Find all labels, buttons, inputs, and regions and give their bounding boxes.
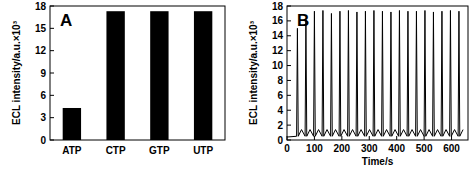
x-tick (451, 136, 452, 140)
y-tick-label: 6 (40, 90, 46, 101)
x-tick-label: 400 (388, 143, 405, 154)
y-tick (287, 50, 291, 51)
y-tick (287, 95, 291, 96)
x-tick-label: ATP (62, 145, 82, 156)
y-tick (287, 35, 291, 36)
y-tick-label: 15 (35, 23, 47, 34)
y-tick (50, 50, 54, 51)
x-tick-label: GTP (149, 145, 170, 156)
x-tick-label: 500 (416, 143, 433, 154)
x-tick (369, 136, 370, 140)
x-tick (424, 136, 425, 140)
plot-frame (287, 6, 468, 140)
bar (194, 11, 212, 140)
plot-frame (50, 6, 225, 140)
bar (63, 108, 81, 140)
y-tick (287, 65, 291, 66)
y-tick-label: 0 (40, 135, 46, 146)
y-tick-label: 14 (272, 30, 284, 41)
x-tick-label: 100 (306, 143, 323, 154)
y-tick (50, 95, 54, 96)
y-tick (50, 117, 54, 118)
panel-0: 0 3 6 9 12 15 18 ECL intensity/a.u.×10³ ATP CTP GT… (11, 1, 225, 157)
x-tick-label: UTP (193, 145, 213, 156)
panel-label: B (297, 11, 309, 30)
x-tick (314, 136, 315, 140)
y-tick-label: 16 (272, 15, 284, 26)
y-tick-label: 6 (277, 90, 283, 101)
y-tick-label: 8 (277, 75, 283, 86)
panel-1: 0 2 4 6 8 10 12 14 16 18 ECL intensity/a.u.×10³ 0 10… (248, 1, 468, 168)
y-tick (287, 80, 291, 81)
y-tick (287, 110, 291, 111)
bar (150, 11, 168, 140)
x-tick (341, 136, 342, 140)
bar (106, 11, 124, 140)
figure: 0 3 6 9 12 15 18 ECL intensity/a.u.×10³ ATP CTP GT… (0, 0, 472, 169)
x-tick-label: CTP (106, 145, 126, 156)
y-axis-label: ECL intensity/a.u.×10³ (248, 20, 259, 125)
y-tick-label: 9 (40, 68, 46, 79)
y-tick (50, 73, 54, 74)
x-axis-label: Time/s (362, 156, 394, 167)
y-tick (50, 28, 54, 29)
plot-area (63, 11, 213, 140)
y-tick-label: 12 (35, 45, 47, 56)
y-tick-label: 18 (35, 1, 47, 12)
y-tick (287, 20, 291, 21)
x-tick-label: 0 (284, 143, 290, 154)
y-tick (287, 125, 291, 126)
y-tick-label: 12 (272, 45, 284, 56)
y-tick-label: 3 (40, 112, 46, 123)
x-tick (396, 136, 397, 140)
panel-label: A (60, 11, 72, 30)
data-line (287, 10, 463, 137)
y-tick-label: 18 (272, 1, 284, 12)
y-axis-label: ECL intensity/a.u.×10³ (11, 20, 22, 125)
x-tick-label: 200 (334, 143, 351, 154)
x-tick-label: 300 (361, 143, 378, 154)
x-tick-label: 600 (443, 143, 460, 154)
y-tick-label: 4 (277, 105, 283, 116)
y-tick-label: 2 (277, 120, 283, 131)
y-tick-label: 0 (277, 135, 283, 146)
y-tick-label: 10 (272, 60, 284, 71)
plot-area (287, 10, 463, 137)
